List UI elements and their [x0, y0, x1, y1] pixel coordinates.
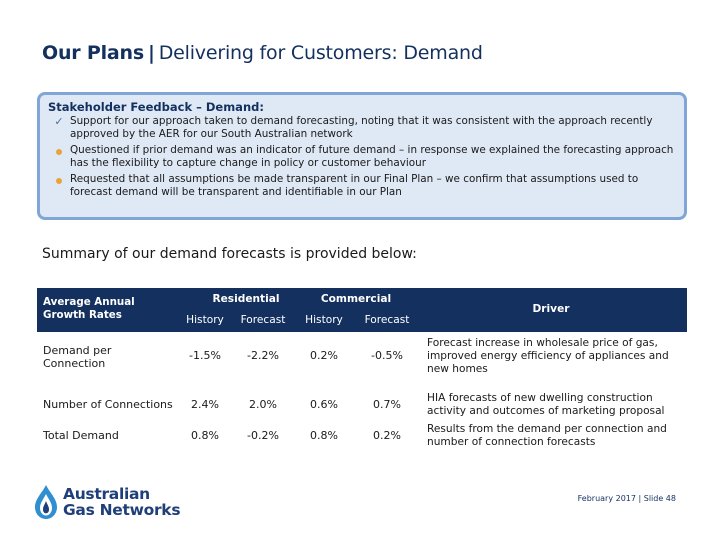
header-com-forecast: Forecast	[364, 314, 410, 326]
feedback-item-text: Requested that all assumptions be made t…	[70, 172, 639, 199]
com-forecast-value: 0.7%	[373, 398, 401, 411]
header-growth-rates: Average Annual Growth Rates	[43, 296, 135, 321]
checkmark-icon: ✓	[54, 115, 64, 128]
row-label: Number of Connections	[43, 398, 173, 411]
com-history-value: 0.8%	[310, 429, 338, 442]
row-label: Demand per Connection	[43, 344, 112, 370]
res-history-value: 2.4%	[191, 398, 219, 411]
driver-text: Forecast increase in wholesale price of …	[427, 337, 669, 375]
logo-line2: Gas Networks	[63, 501, 181, 519]
driver-text: Results from the demand per connection a…	[427, 423, 667, 448]
demand-forecast-table: Average Annual Growth Rates Residential …	[37, 288, 687, 466]
feedback-item-text: Support for our approach taken to demand…	[70, 115, 653, 141]
com-forecast-value: -0.5%	[371, 349, 403, 362]
gas-flame-droplet-icon	[35, 485, 57, 519]
slide-footer: February 2017 | Slide 48	[577, 494, 676, 503]
logo-line1: Australian	[63, 485, 150, 503]
feedback-item-text: Questioned if prior demand was an indica…	[70, 143, 674, 170]
feedback-item: Requested that all assumptions be made t…	[48, 173, 676, 200]
header-com-history: History	[305, 314, 343, 326]
feedback-item: ✓ Support for our approach taken to dema…	[48, 115, 676, 142]
header-res-forecast: Forecast	[240, 314, 286, 326]
title-bold: Our Plans	[42, 42, 144, 64]
com-history-value: 0.2%	[310, 349, 338, 362]
title-rest: Delivering for Customers: Demand	[158, 42, 483, 64]
driver-text: HIA forecasts of new dwelling constructi…	[427, 392, 665, 417]
company-logo: Australian Gas Networks	[33, 484, 181, 520]
table-row: Number of Connections 2.4% 2.0% 0.6% 0.7…	[37, 388, 687, 420]
res-history-value: 0.8%	[191, 429, 219, 442]
feedback-heading: Stakeholder Feedback – Demand:	[48, 100, 264, 114]
header-res-history: History	[186, 314, 224, 326]
row-label: Total Demand	[43, 429, 119, 442]
orange-bullet-icon	[56, 177, 62, 184]
slide-title: Our Plans | Delivering for Customers: Dema…	[42, 42, 483, 64]
stakeholder-feedback-box: Stakeholder Feedback – Demand: ✓ Support…	[37, 92, 687, 220]
orange-bullet-icon	[56, 148, 62, 155]
table-row: Demand per Connection -1.5% -2.2% 0.2% -…	[37, 332, 687, 388]
res-forecast-value: 2.0%	[249, 398, 277, 411]
res-history-value: -1.5%	[189, 349, 221, 362]
res-forecast-value: -0.2%	[247, 429, 279, 442]
com-history-value: 0.6%	[310, 398, 338, 411]
summary-text: Summary of our demand forecasts is provi…	[42, 246, 417, 262]
feedback-item: Questioned if prior demand was an indica…	[48, 144, 676, 171]
header-residential: Residential	[212, 293, 280, 305]
header-commercial: Commercial	[320, 293, 392, 305]
res-forecast-value: -2.2%	[247, 349, 279, 362]
header-driver: Driver	[532, 303, 570, 315]
com-forecast-value: 0.2%	[373, 429, 401, 442]
title-separator: |	[147, 42, 155, 64]
feedback-list: ✓ Support for our approach taken to dema…	[48, 115, 676, 199]
table-row: Total Demand 0.8% -0.2% 0.8% 0.2% Result…	[37, 420, 687, 466]
table-header: Average Annual Growth Rates Residential …	[37, 288, 687, 332]
